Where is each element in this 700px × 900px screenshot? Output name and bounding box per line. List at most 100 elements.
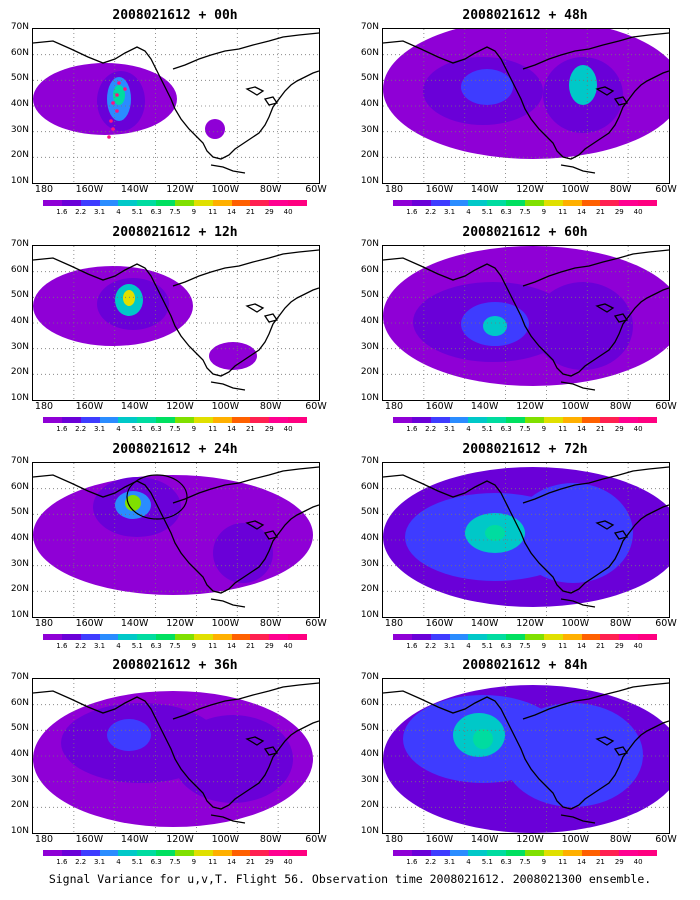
lon-label: 180 — [34, 618, 54, 629]
colorbar-swatch — [118, 634, 138, 640]
observation-point — [111, 101, 115, 105]
colorbar-swatch — [193, 634, 213, 640]
lat-label: 10N — [360, 610, 379, 620]
lon-label: 120W — [166, 834, 194, 845]
lat-label: 20N — [360, 800, 379, 811]
colorbar-label: 40 — [633, 642, 643, 650]
lon-label: 180 — [34, 834, 54, 845]
colorbar-swatch — [525, 417, 544, 423]
colorbar-swatch — [600, 850, 620, 856]
lat-label: 70N — [10, 456, 29, 466]
coastline-1 — [172, 466, 319, 504]
lat-label: 60N — [360, 47, 379, 58]
colorbar — [393, 417, 658, 423]
lat-label: 40N — [10, 533, 29, 543]
lon-label: 120W — [166, 618, 194, 629]
coastline-3 — [595, 736, 629, 756]
colorbar-label: 6.3 — [500, 858, 512, 866]
colorbar-swatch — [231, 417, 251, 423]
map-frame — [32, 462, 320, 618]
colorbar-swatch — [269, 417, 289, 423]
colorbar-label: 2.2 — [75, 858, 87, 866]
coastline-0 — [383, 40, 669, 160]
coastline-2 — [210, 381, 246, 391]
lat-label: 60N — [360, 264, 379, 275]
colorbar-swatch — [61, 634, 81, 640]
colorbar-swatch — [581, 200, 601, 206]
colorbar-label: 11 — [208, 425, 218, 433]
colorbar-swatch — [468, 634, 488, 640]
colorbar-label: 6.3 — [500, 642, 512, 650]
colorbar-label: 3.1 — [443, 858, 456, 866]
lat-label: 50N — [360, 290, 379, 301]
colorbar-swatch — [506, 417, 526, 423]
coastline-3 — [595, 86, 629, 106]
coastline-2 — [210, 598, 246, 608]
lon-label: 140W — [470, 184, 499, 195]
colorbar-label: 7.5 — [169, 425, 181, 433]
lon-label: 180 — [384, 834, 404, 845]
colorbar-label: 21 — [595, 642, 605, 650]
colorbar-label: 21 — [595, 425, 605, 433]
colorbar-label: 14 — [577, 642, 587, 650]
colorbar-swatch — [175, 200, 194, 206]
colorbar-swatch — [393, 200, 412, 206]
colorbar-swatch — [137, 634, 157, 640]
colorbar-swatch — [449, 417, 469, 423]
colorbar-swatch — [430, 634, 450, 640]
colorbar-swatch — [175, 417, 194, 423]
colorbar-swatch — [61, 200, 81, 206]
colorbar-swatch — [449, 200, 469, 206]
panel-title: 2008021612 + 00h — [112, 8, 238, 23]
coastline-2 — [560, 598, 596, 608]
lon-label: 180 — [384, 401, 404, 412]
lat-label: 30N — [10, 341, 29, 352]
colorbar-label: 40 — [633, 858, 643, 866]
coastline-0 — [383, 474, 669, 594]
colorbar-label: 9 — [191, 642, 197, 650]
colorbar-label: 1.6 — [56, 642, 68, 650]
colorbar-label: 1.6 — [406, 208, 418, 216]
colorbar-swatch — [506, 850, 526, 856]
colorbar-swatch — [393, 417, 412, 423]
colorbar-swatch — [288, 417, 308, 423]
colorbar-label: 3.1 — [93, 208, 106, 216]
colorbar-label: 1.6 — [406, 642, 418, 650]
colorbar-label: 1.6 — [406, 425, 418, 433]
colorbar-label: 9 — [191, 858, 197, 866]
lon-label: 160W — [75, 401, 104, 412]
colorbar-swatch — [468, 850, 488, 856]
lat-label: 20N — [360, 367, 379, 378]
coastline-0 — [33, 690, 319, 810]
lon-label: 140W — [120, 618, 149, 629]
variance-contour-2 — [503, 703, 643, 807]
map-frame — [382, 678, 670, 834]
variance-contour-4 — [485, 525, 505, 541]
colorbar-swatch — [411, 850, 431, 856]
lon-label: 120W — [516, 618, 544, 629]
lon-label: 100W — [561, 401, 590, 412]
colorbar-swatch — [269, 850, 289, 856]
colorbar-swatch — [269, 634, 289, 640]
colorbar-label: 9 — [191, 425, 197, 433]
lat-label: 60N — [360, 481, 379, 492]
colorbar-swatch — [411, 634, 431, 640]
colorbar-label: 11 — [558, 208, 568, 216]
colorbar-swatch — [156, 200, 176, 206]
coastline-1 — [172, 249, 319, 287]
lon-label: 120W — [516, 401, 544, 412]
coastline-1 — [172, 682, 319, 720]
lon-label: 100W — [561, 834, 590, 845]
colorbar-swatch — [525, 850, 544, 856]
coastline-0 — [383, 690, 669, 810]
lon-label: 80W — [259, 618, 282, 629]
colorbar-swatch — [61, 417, 81, 423]
colorbar-swatch — [269, 200, 289, 206]
lat-label: 20N — [10, 150, 29, 161]
colorbar-swatch — [562, 200, 582, 206]
colorbar-swatch — [430, 417, 450, 423]
colorbar-swatch — [175, 634, 194, 640]
colorbar-label: 11 — [558, 858, 568, 866]
colorbar-swatch — [619, 200, 639, 206]
verification-region-circle — [126, 474, 188, 520]
